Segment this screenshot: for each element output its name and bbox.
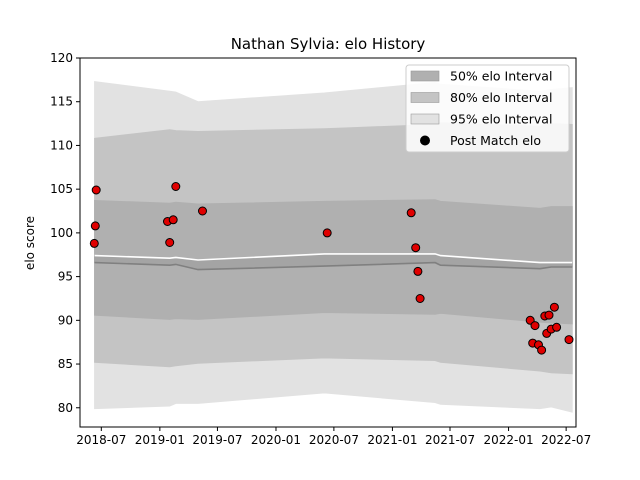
post-match-point bbox=[406, 208, 416, 218]
post-match-point bbox=[552, 322, 562, 332]
x-tick-label: 2019-07 bbox=[192, 433, 242, 447]
median-lower-line bbox=[94, 261, 573, 271]
median-upper-line bbox=[94, 253, 573, 264]
x-tick-label: 2020-07 bbox=[309, 433, 359, 447]
post-match-point bbox=[549, 302, 559, 312]
post-match-point bbox=[530, 321, 540, 331]
y-tick-label: 115 bbox=[50, 95, 73, 109]
legend-label: 80% elo Interval bbox=[450, 90, 552, 105]
y-tick-label: 120 bbox=[50, 51, 73, 65]
post-match-point bbox=[91, 185, 101, 195]
legend-swatch bbox=[410, 113, 440, 125]
y-tick-label: 105 bbox=[50, 182, 73, 196]
post-match-point bbox=[413, 266, 423, 276]
post-match-point bbox=[411, 243, 421, 253]
legend-label: 95% elo Interval bbox=[450, 112, 552, 127]
post-match-point bbox=[537, 345, 547, 355]
legend-swatch bbox=[410, 70, 440, 82]
x-tick-label: 2018-07 bbox=[76, 433, 126, 447]
post-match-point bbox=[171, 182, 181, 191]
legend-swatch bbox=[410, 92, 440, 103]
legend: 50% elo Interval 80% elo Interval 95% elo … bbox=[405, 64, 570, 153]
y-tick-label: 85 bbox=[58, 357, 73, 371]
y-tick-label: 90 bbox=[58, 313, 73, 327]
x-tick-label: 2022-01 bbox=[483, 433, 533, 447]
x-tick-label: 2022-07 bbox=[541, 433, 591, 447]
y-axis-label: elo score bbox=[23, 216, 37, 270]
y-tick-label: 110 bbox=[50, 138, 73, 152]
chart-title: Nathan Sylvia: elo History bbox=[231, 35, 426, 53]
y-axis-ticks: 80 85 90 95 100 105 110 115 120 bbox=[50, 51, 80, 415]
x-tick-label: 2020-01 bbox=[251, 433, 301, 447]
legend-label: 50% elo Interval bbox=[450, 69, 552, 84]
plot-frame bbox=[79, 57, 577, 428]
post-match-points bbox=[89, 182, 574, 355]
legend-marker bbox=[420, 135, 430, 146]
y-tick-label: 100 bbox=[50, 226, 73, 240]
x-axis-ticks: 2018-07 2019-01 2019-07 2020-01 2020-07 2021-… bbox=[76, 427, 591, 447]
post-match-point bbox=[89, 238, 99, 248]
post-match-point bbox=[90, 221, 100, 231]
post-match-point bbox=[168, 215, 178, 225]
y-tick-label: 80 bbox=[58, 401, 73, 415]
post-match-point bbox=[198, 206, 207, 216]
post-match-point bbox=[544, 310, 554, 320]
y-tick-label: 95 bbox=[58, 270, 73, 284]
legend-box bbox=[405, 64, 570, 153]
post-match-point bbox=[564, 335, 574, 345]
post-match-point bbox=[322, 228, 332, 238]
x-tick-label: 2021-07 bbox=[425, 433, 475, 447]
x-tick-label: 2021-01 bbox=[367, 433, 417, 447]
median-band bbox=[94, 253, 573, 271]
x-tick-label: 2019-01 bbox=[135, 433, 185, 447]
post-match-point bbox=[415, 294, 425, 303]
post-match-point bbox=[165, 238, 175, 247]
legend-label: Post Match elo bbox=[450, 133, 541, 148]
